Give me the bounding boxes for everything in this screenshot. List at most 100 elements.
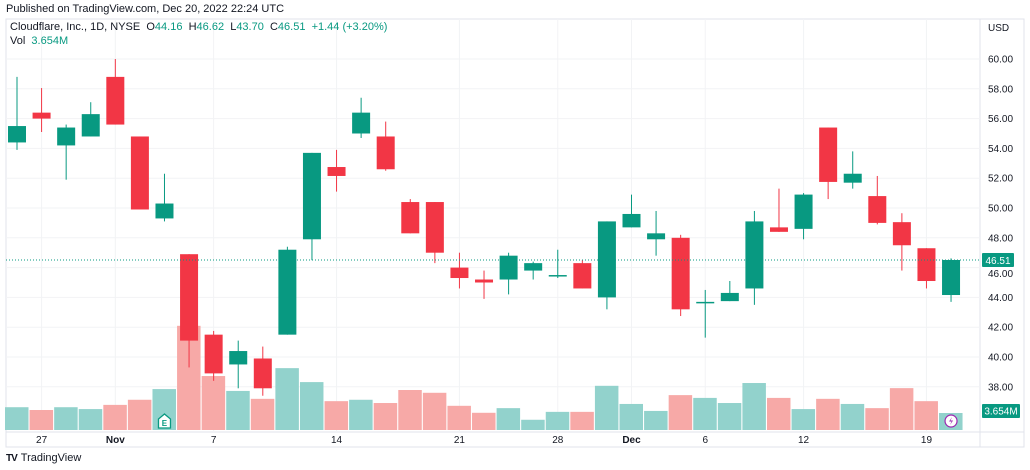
y-tick-label: 56.00 [988, 114, 1013, 125]
volume-label: Vol [10, 35, 26, 47]
published-note: Published on TradingView.com, Dec 20, 20… [6, 3, 285, 15]
volume-bar [177, 325, 201, 430]
volume-bar [103, 404, 127, 430]
volume-bar [324, 401, 349, 430]
symbol-label: Cloudflare, Inc., 1D, NYSE [10, 21, 141, 33]
volume-bar [619, 403, 643, 430]
y-tick-label: 50.00 [988, 204, 1013, 215]
volume-bar [54, 407, 78, 430]
volume-bar [496, 408, 521, 430]
candle-body [917, 248, 936, 282]
candle-body [475, 279, 494, 283]
volume-bar [668, 395, 693, 430]
volume-bar [717, 403, 742, 430]
volume-bar [840, 403, 865, 430]
high-value: 46.62 [196, 21, 225, 33]
volume-bar [349, 399, 373, 430]
volume-bar [889, 388, 914, 430]
volume-bar [127, 399, 152, 430]
candle-body [769, 227, 788, 232]
candle-body [524, 263, 543, 271]
candle-body [204, 334, 223, 374]
candle-body [942, 260, 961, 296]
tv-logo-icon: TV [6, 452, 18, 464]
x-tick-label: Nov [106, 435, 125, 446]
candle-body [229, 351, 248, 365]
last-volume-badge [982, 404, 1020, 418]
close-label: C [269, 21, 278, 33]
volume-bar [816, 398, 840, 430]
volume-bar [250, 398, 275, 430]
candle-body [720, 292, 739, 302]
legend: Cloudflare, Inc., 1D, NYSE O44.16 H46.62… [10, 20, 387, 48]
volume-bar [644, 410, 668, 430]
candle-body [597, 221, 616, 298]
volume-bar [447, 405, 471, 430]
candle-body [352, 112, 371, 134]
x-tick-label: 6 [702, 435, 708, 446]
y-tick-label: 52.00 [988, 174, 1013, 185]
candle-body [499, 255, 518, 280]
brand-label: TradingView [20, 452, 82, 464]
candle-body [155, 203, 174, 219]
volume-bar [865, 408, 889, 430]
candle-body [327, 167, 346, 176]
y-tick-label: 54.00 [988, 144, 1013, 155]
low-value: 43.70 [236, 21, 264, 33]
volume-bar [766, 397, 791, 430]
candle-body [57, 127, 76, 146]
volume-bar [299, 382, 324, 430]
last-volume-label: 3.654M [984, 407, 1017, 418]
volume-bar [521, 419, 545, 430]
x-tick-label: 12 [798, 435, 810, 446]
x-tick-label: 14 [331, 435, 343, 446]
candle-body [425, 202, 444, 253]
lightning-bolt-icon [949, 417, 954, 425]
candle-body [794, 194, 813, 229]
volume-bar [791, 409, 816, 430]
volume-bar [275, 368, 299, 430]
last-price-label: 46.51 [985, 256, 1010, 267]
volume-bar [201, 376, 226, 430]
earnings-marker-label: E [162, 419, 168, 428]
last-price-badge [982, 253, 1014, 268]
candle-body [130, 136, 149, 210]
candle-body [573, 263, 592, 289]
chart-frame [5, 18, 1025, 448]
candle-body [450, 267, 469, 279]
x-tick-label: 21 [454, 435, 466, 446]
volume-bar [545, 411, 570, 430]
volume-bar [226, 390, 250, 430]
candle-body [868, 196, 887, 223]
tradingview-logo[interactable]: TV TradingView [6, 452, 81, 464]
candle-body [843, 173, 862, 183]
volume-bar [398, 390, 422, 430]
y-tick-label: 38.00 [988, 382, 1013, 393]
candle-body [180, 254, 199, 341]
volume-bar [373, 403, 398, 430]
candle-body [401, 202, 420, 234]
volume-bar [78, 409, 103, 430]
candle-body [81, 114, 100, 137]
x-tick-label: Dec [622, 435, 641, 446]
x-tick-label: 27 [36, 435, 48, 446]
change-value: +1.44 (+3.20%) [311, 21, 388, 33]
candle-body [745, 221, 764, 289]
x-tick-label: 28 [552, 435, 564, 446]
currency-label: USD [988, 23, 1009, 34]
candle-body [376, 136, 395, 170]
y-tick-label: 58.00 [988, 84, 1013, 95]
low-label: L [230, 21, 237, 33]
y-tick-label: 60.00 [988, 55, 1013, 66]
candle-body [106, 76, 125, 125]
y-tick-label: 46.00 [988, 269, 1013, 280]
candle-body [8, 126, 26, 143]
candle-body [647, 233, 666, 240]
x-tick-label: 7 [211, 435, 217, 446]
volume-bar [693, 397, 717, 430]
candle-body [32, 112, 51, 119]
volume-bar [5, 407, 29, 430]
candle-body [278, 249, 297, 335]
y-tick-label: 44.00 [988, 293, 1013, 304]
